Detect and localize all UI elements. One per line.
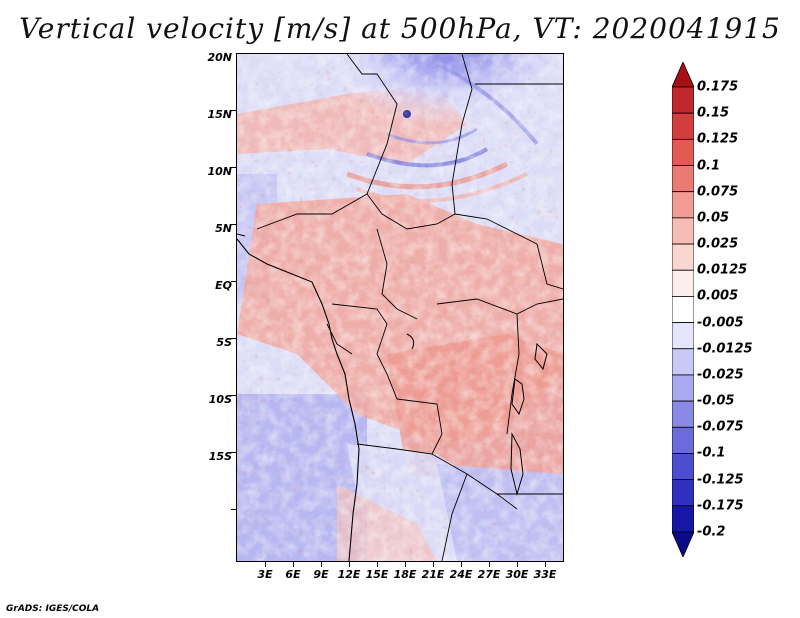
colorbar-label: -0.005 <box>697 315 744 331</box>
colorbar-segment <box>672 191 694 219</box>
colorbar-segment <box>672 217 694 245</box>
colorbar-segment <box>672 505 694 533</box>
lon-tick <box>293 562 294 567</box>
lat-tick <box>231 395 236 396</box>
colorbar-segment <box>672 453 694 481</box>
lat-tick <box>231 509 236 510</box>
lon-label-24e: 24E <box>449 568 473 581</box>
lon-label-3e: 3E <box>257 568 273 581</box>
lon-tick <box>265 562 266 567</box>
colorbar-segment <box>672 269 694 297</box>
lat-tick <box>231 338 236 339</box>
lat-tick <box>231 110 236 111</box>
colorbar-label: -0.025 <box>697 367 744 383</box>
colorbar-label: 0.075 <box>697 184 739 200</box>
lon-tick <box>321 562 322 567</box>
velocity-field <box>237 54 563 561</box>
lon-label-27e: 27E <box>477 568 501 581</box>
colorbar-segment <box>672 374 694 402</box>
colorbar-label: 0.175 <box>697 79 739 95</box>
lat-label-20n: 20N <box>207 51 232 64</box>
colorbar-label: 0.005 <box>697 288 739 304</box>
colorbar-label: 0.025 <box>697 236 739 252</box>
colorbar-segment <box>672 348 694 376</box>
colorbar-label: -0.2 <box>697 524 726 540</box>
plot-title: Vertical velocity [m/s] at 500hPa, VT: 2… <box>19 12 781 45</box>
lat-tick <box>231 167 236 168</box>
lat-label-5n: 5N <box>215 222 232 235</box>
lat-label-10s: 10S <box>208 393 232 406</box>
colorbar-segment <box>672 112 694 140</box>
colorbar-label: -0.0125 <box>697 341 753 357</box>
lon-tick <box>433 562 434 567</box>
lat-tick <box>231 281 236 282</box>
colorbar-segment <box>672 86 694 114</box>
lon-tick <box>489 562 490 567</box>
colorbar-label: 0.0125 <box>697 262 748 278</box>
lon-label-30e: 30E <box>505 568 529 581</box>
lon-label-21e: 21E <box>421 568 445 581</box>
lon-tick <box>349 562 350 567</box>
grads-credit: GrADS: IGES/COLA <box>6 604 100 614</box>
lon-tick <box>545 562 546 567</box>
colorbar-label: -0.175 <box>697 498 744 514</box>
lon-label-12e: 12E <box>337 568 361 581</box>
colorbar-label: 0.15 <box>697 105 730 121</box>
colorbar-label: -0.1 <box>697 445 726 461</box>
colorbar-segment <box>672 479 694 507</box>
colorbar-segment <box>672 426 694 454</box>
colorbar-label: -0.075 <box>697 419 744 435</box>
lat-label-15s: 15S <box>208 450 232 463</box>
colorbar-segment <box>672 138 694 166</box>
colorbar-segment <box>672 322 694 350</box>
colorbar-label: 0.1 <box>697 158 721 174</box>
colorbar-label: 0.05 <box>697 210 730 226</box>
lat-label-5s: 5S <box>216 336 232 349</box>
colorbar-segment <box>672 400 694 428</box>
colorbar-bottom-arrow <box>672 531 694 557</box>
colorbar-segment <box>672 165 694 193</box>
map-panel <box>236 53 564 562</box>
lon-label-9e: 9E <box>313 568 329 581</box>
lat-tick <box>231 224 236 225</box>
lon-tick <box>377 562 378 567</box>
colorbar-segment <box>672 296 694 323</box>
lon-tick <box>461 562 462 567</box>
colorbar-label: -0.125 <box>697 472 744 488</box>
colorbar <box>672 62 694 557</box>
lat-label-15n: 15N <box>207 108 232 121</box>
colorbar-segment <box>672 243 694 271</box>
lon-label-18e: 18E <box>393 568 417 581</box>
lon-label-15e: 15E <box>365 568 389 581</box>
lat-label-10n: 10N <box>207 165 232 178</box>
lon-tick <box>517 562 518 567</box>
lat-label-eq: EQ <box>215 279 232 292</box>
lon-label-6e: 6E <box>285 568 301 581</box>
lat-tick <box>231 452 236 453</box>
lon-label-33e: 33E <box>533 568 557 581</box>
lon-tick <box>405 562 406 567</box>
colorbar-top-arrow <box>672 62 694 88</box>
colorbar-label: 0.125 <box>697 131 739 147</box>
colorbar-label: -0.05 <box>697 393 735 409</box>
map-frame <box>236 53 564 562</box>
